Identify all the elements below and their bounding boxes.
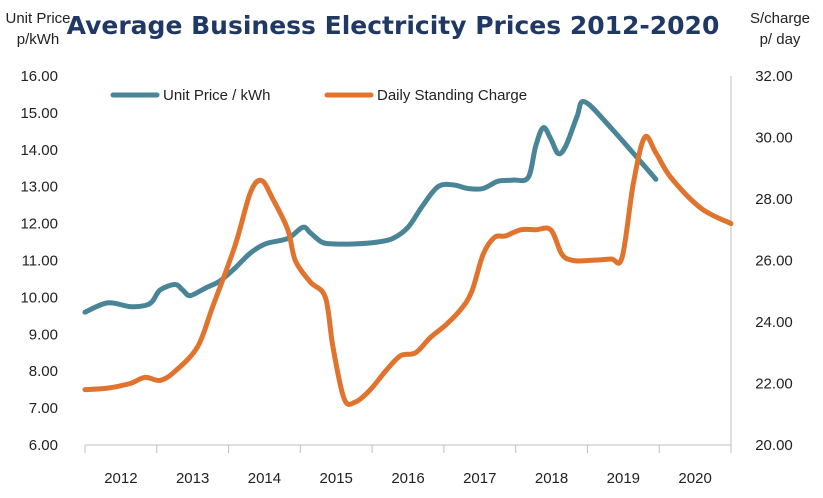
x-tick-label: 2014	[248, 470, 281, 487]
y-tick-label-left: 11.00	[22, 253, 58, 270]
x-tick-label: 2017	[463, 470, 496, 487]
y-tick-label-left: 14.00	[20, 142, 58, 159]
axes	[85, 76, 732, 446]
x-tick-label: 2012	[104, 470, 137, 487]
legend-label: Daily Standing Charge	[377, 87, 527, 104]
y-tick-label-right: 24.00	[755, 314, 793, 331]
series-line-unit-price	[82, 99, 659, 315]
right-y-ticks: 20.00 22.00 24.00 26.00 28.00 30.00 32.00	[755, 68, 793, 454]
series-group	[82, 99, 734, 407]
x-tick-label: 2020	[678, 470, 711, 487]
y-tick-label-left: 12.00	[20, 216, 58, 233]
series-line-standing-charge	[82, 133, 734, 407]
chart-title: Average Business Electricity Prices 2012…	[67, 11, 720, 40]
right-axis-title-line1: S/charge	[750, 10, 810, 27]
y-tick-label-left: 8.00	[29, 363, 58, 380]
y-tick-label-right: 28.00	[755, 191, 793, 208]
legend-label: Unit Price / kWh	[163, 87, 271, 104]
y-tick-label-left: 16.00	[20, 68, 58, 85]
x-tick-label: 2019	[607, 470, 640, 487]
x-tick-label: 2018	[535, 470, 568, 487]
y-tick-label-right: 32.00	[755, 68, 793, 85]
x-tick-label: 2013	[176, 470, 209, 487]
x-tick-label: 2015	[320, 470, 353, 487]
left-axis-title-line2: p/kWh	[17, 31, 60, 48]
y-tick-label-right: 20.00	[755, 437, 793, 454]
x-tick-label: 2016	[391, 470, 424, 487]
y-tick-label-left: 13.00	[20, 179, 58, 196]
y-tick-label-left: 10.00	[20, 289, 58, 306]
legend: Unit Price / kWh Daily Standing Charge	[110, 87, 527, 104]
y-tick-label-right: 26.00	[755, 253, 793, 270]
y-tick-label-left: 15.00	[20, 105, 58, 122]
right-axis-title-line2: p/ day	[760, 31, 801, 48]
y-tick-label-left: 7.00	[29, 400, 58, 417]
y-tick-label-left: 9.00	[29, 326, 58, 343]
x-ticks: 2012 2013 2014 2015 2016 2017 2018 2019 2020	[84, 445, 732, 487]
y-tick-label-right: 30.00	[755, 130, 793, 147]
left-y-ticks: 6.00 7.00 8.00 9.00 10.00 11.00 12.00 13.00 14.0…	[20, 68, 58, 454]
left-axis-title-line1: Unit Price	[5, 10, 70, 27]
y-tick-label-left: 6.00	[29, 437, 58, 454]
y-tick-label-right: 22.00	[755, 376, 793, 393]
